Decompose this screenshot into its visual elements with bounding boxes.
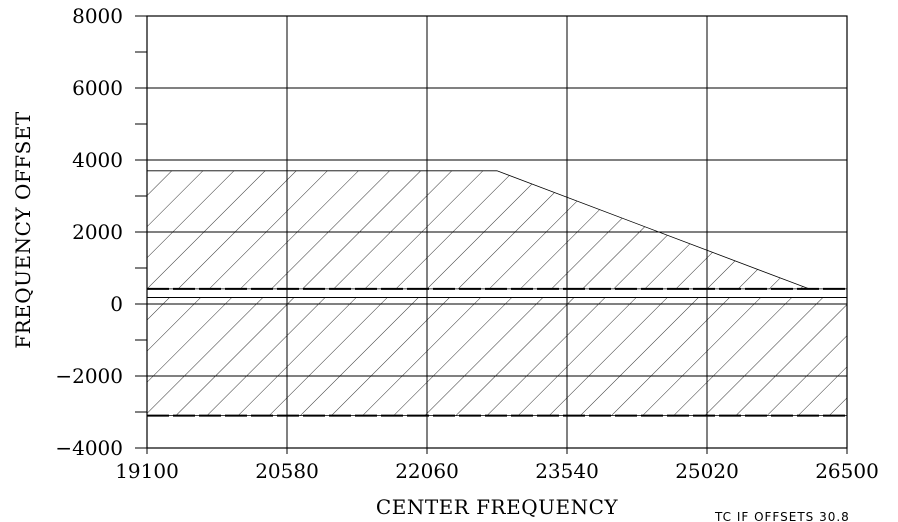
x-tick-label: 26500 bbox=[815, 459, 879, 483]
plot-frame bbox=[146, 15, 848, 449]
x-axis-title: CENTER FREQUENCY bbox=[376, 495, 618, 519]
y-tick-label: 6000 bbox=[72, 76, 123, 100]
x-tick-label: 22060 bbox=[395, 459, 459, 483]
x-tick-labels: 19100 20580 22060 23540 25020 26500 bbox=[115, 459, 879, 483]
plot-border bbox=[146, 15, 848, 449]
x-tick-label: 23540 bbox=[535, 459, 599, 483]
hatched-regions bbox=[146, 170, 848, 417]
y-tick-label: 0 bbox=[110, 292, 123, 316]
x-tick-label: 19100 bbox=[115, 459, 179, 483]
x-tick-label: 25020 bbox=[675, 459, 739, 483]
y-tick-labels: 8000 6000 4000 2000 0 −2000 −4000 bbox=[55, 4, 123, 460]
y-tick-label: 2000 bbox=[72, 220, 123, 244]
y-tick-label: −2000 bbox=[55, 364, 123, 388]
y-tick-label: 4000 bbox=[72, 148, 123, 172]
offset-lines bbox=[147, 287, 847, 417]
y-tick-label: 8000 bbox=[72, 4, 123, 28]
hatched-region-1 bbox=[146, 170, 847, 290]
y-tick-label: −4000 bbox=[55, 436, 123, 460]
figure-footnote: TC IF OFFSETS 30.8 bbox=[714, 510, 850, 522]
y-axis-title: FREQUENCY OFFSET bbox=[11, 111, 35, 349]
hatched-region-2 bbox=[146, 297, 848, 417]
x-tick-label: 20580 bbox=[255, 459, 319, 483]
